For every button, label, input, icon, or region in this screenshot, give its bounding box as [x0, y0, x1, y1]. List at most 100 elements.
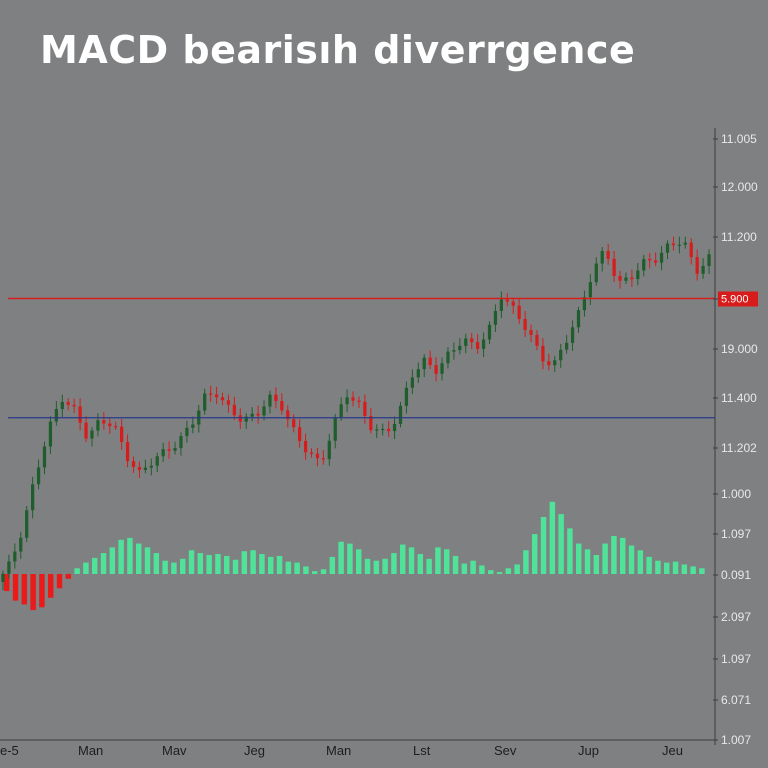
candle-body: [369, 415, 373, 431]
macd-histogram-bar: [136, 543, 142, 574]
macd-histogram-bar: [400, 544, 406, 574]
time-axis-label: Mav: [162, 743, 187, 758]
candle: [434, 357, 438, 382]
macd-histogram-bar: [180, 558, 186, 574]
candle: [84, 416, 88, 443]
candle-body: [13, 551, 17, 562]
candle-body: [493, 310, 498, 325]
candle-body: [404, 387, 409, 406]
macd-histogram: [4, 501, 705, 611]
candle: [636, 263, 640, 286]
candle-body: [244, 416, 248, 422]
candle-body: [570, 327, 575, 343]
macd-histogram-bar: [681, 564, 688, 574]
macd-histogram-bar: [628, 545, 635, 574]
candle: [31, 476, 35, 519]
candle-body: [292, 419, 296, 428]
macd-histogram-bar: [602, 543, 608, 574]
candle: [511, 297, 515, 314]
time-axis-label: Man: [78, 743, 103, 758]
candle-body: [274, 394, 278, 402]
candle-body: [452, 350, 456, 352]
candle-body: [624, 277, 628, 281]
candle-body: [214, 394, 219, 398]
candle-body: [96, 420, 100, 431]
candle-body: [315, 453, 320, 459]
macd-histogram-bar: [470, 560, 476, 574]
candle-body: [149, 465, 153, 468]
candle-body: [559, 349, 563, 361]
time-axis-label: e-5: [0, 743, 19, 758]
macd-histogram-bar: [461, 563, 468, 574]
macd-histogram-bar: [312, 571, 318, 574]
candle: [280, 393, 284, 415]
candle: [54, 401, 58, 426]
candle-body: [392, 423, 397, 432]
macd-histogram-bar: [30, 574, 36, 611]
candle: [1, 570, 5, 591]
candle-body: [701, 265, 705, 274]
candle-body: [612, 258, 616, 276]
candle: [363, 394, 367, 424]
macd-histogram-bar: [109, 547, 116, 574]
macd-histogram-bar: [408, 547, 415, 574]
candle: [547, 353, 551, 371]
macd-histogram-bar: [637, 550, 644, 574]
candle-body: [547, 361, 551, 366]
price-axis-label: 11.400: [721, 391, 757, 405]
candle-body: [31, 484, 35, 511]
candle: [256, 405, 260, 424]
candle-body: [505, 299, 509, 302]
candle-body: [131, 461, 136, 467]
candle-body: [553, 360, 557, 366]
candle: [232, 396, 236, 420]
candle: [72, 398, 76, 413]
macd-histogram-bar: [488, 570, 494, 574]
candle: [410, 369, 414, 395]
candle-body: [606, 251, 610, 259]
candle-body: [665, 243, 670, 253]
candle: [618, 270, 622, 289]
candle: [36, 459, 41, 490]
chart-title: MACD bearisıh diverrgence: [40, 28, 636, 72]
candle-body: [209, 393, 213, 395]
candle: [458, 338, 462, 355]
candle: [78, 398, 82, 431]
macd-histogram-bar: [505, 568, 512, 574]
time-axis-label: Lst: [413, 743, 431, 758]
macd-histogram-bar: [347, 543, 353, 574]
macd-histogram-bar: [646, 556, 652, 574]
candle: [630, 269, 634, 287]
candle: [404, 381, 409, 414]
candle: [268, 390, 272, 414]
candle-body: [173, 448, 177, 451]
candle: [683, 236, 687, 249]
candle-body: [481, 339, 486, 349]
candle-body: [226, 400, 231, 405]
candle-body: [125, 442, 130, 462]
candle: [327, 433, 331, 466]
candle: [422, 354, 426, 378]
candle-body: [671, 243, 676, 246]
macd-histogram-bar: [12, 574, 19, 601]
candle-body: [464, 338, 468, 346]
candle: [102, 412, 106, 430]
macd-histogram-bar: [549, 501, 556, 574]
candle: [654, 252, 658, 267]
candle-body: [642, 259, 646, 271]
candle: [185, 420, 189, 443]
candle: [440, 357, 444, 381]
candle-body: [630, 277, 634, 280]
candle: [96, 413, 100, 437]
price-axis-label: 11.005: [721, 132, 757, 146]
candle: [570, 320, 575, 351]
candle: [120, 419, 124, 450]
resistance-badge-background: [718, 291, 758, 307]
candle-body: [339, 404, 343, 418]
candle: [131, 456, 136, 473]
macd-histogram-bar: [39, 574, 45, 608]
candle: [517, 298, 521, 324]
candle-body: [78, 406, 82, 423]
candle-body: [250, 413, 254, 417]
